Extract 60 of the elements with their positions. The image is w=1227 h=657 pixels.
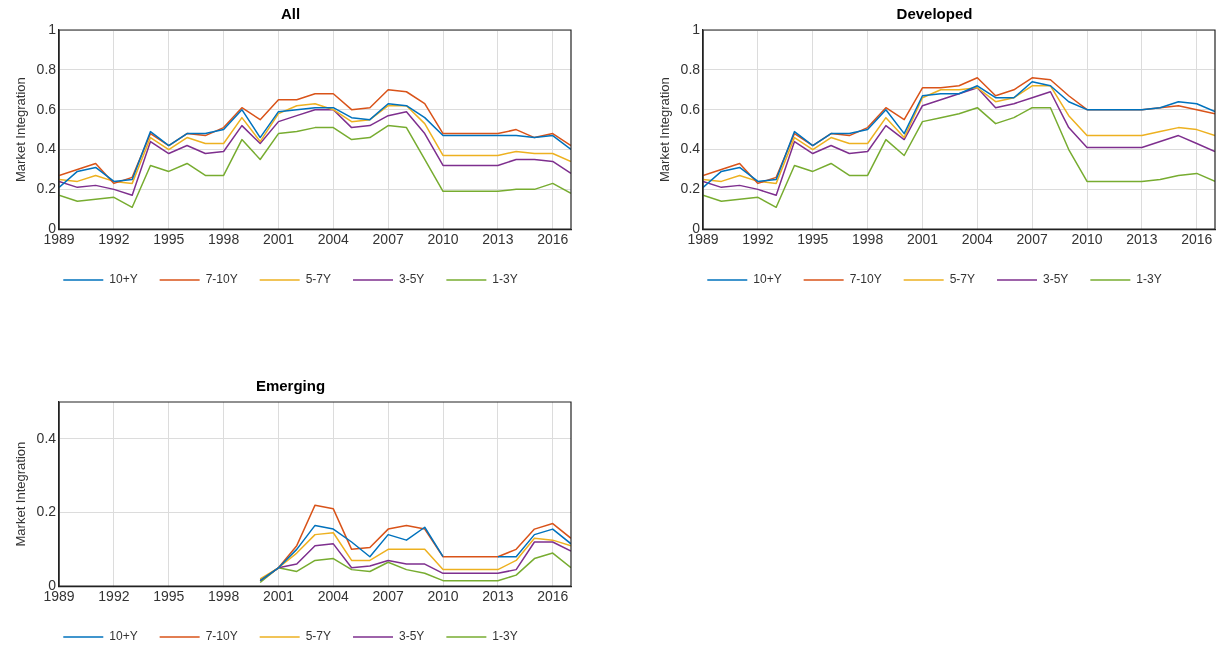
x-tick-label: 1995 [153,231,185,248]
x-tick-label: 2013 [1126,231,1158,248]
x-tick-label: 2007 [1016,231,1048,248]
x-tick-label: 2001 [906,231,939,248]
y-axis-title: Market Integration [657,77,673,182]
y-tick-label: 0.6 [680,100,701,117]
y-tick-label: 0.8 [680,60,701,77]
x-tick-label: 2007 [372,588,404,605]
x-tick-label: 2016 [537,231,569,248]
legend-label: 1-3Y [1136,272,1162,287]
y-axis-title: Market Integration [13,441,29,547]
legend-label: 3-5Y [399,272,425,287]
x-tick-label: 2001 [262,588,295,605]
chart-title: Developed [896,5,973,23]
x-tick-label: 2001 [262,231,295,248]
x-tick-label: 2016 [1181,231,1213,248]
x-tick-label: 2013 [482,588,514,605]
y-axis-title: Market Integration [13,77,29,182]
y-tick-label: 1 [692,20,701,37]
y-tick-label: 1 [48,20,57,37]
y-tick-label: 0.4 [36,429,57,446]
legend-label: 1-3Y [492,629,518,644]
x-tick-label: 2007 [372,231,404,248]
y-tick-label: 0.8 [36,60,57,77]
x-tick-label: 1992 [98,588,130,605]
x-tick-label: 2010 [427,588,459,605]
chart-title: All [280,5,301,23]
x-tick-label: 1998 [208,231,240,248]
legend-label: 3-5Y [1043,272,1069,287]
legend-label: 3-5Y [399,629,425,644]
x-tick-label: 2004 [961,231,994,248]
y-tick-label: 0.2 [36,180,57,197]
legend-label: 10+Y [753,272,782,287]
x-tick-label: 1992 [98,231,130,248]
x-tick-label: 2013 [482,231,514,248]
x-tick-label: 1992 [742,231,774,248]
x-tick-label: 2016 [537,588,569,605]
legend-label: 5-7Y [305,629,332,644]
y-tick-label: 0.4 [36,140,57,157]
x-tick-label: 2004 [317,231,350,248]
y-tick-label: 0.6 [36,100,57,117]
chart-title: Emerging [255,377,326,395]
x-tick-label: 2004 [317,588,350,605]
legend-label: 7-10Y [849,272,882,287]
x-tick-label: 2010 [1071,231,1103,248]
legend-label: 5-7Y [305,272,332,287]
legend-label: 7-10Y [205,629,238,644]
y-tick-label: 0.2 [36,503,57,520]
x-tick-label: 1998 [208,588,240,605]
y-tick-label: 0.4 [680,140,701,157]
legend-label: 1-3Y [492,272,518,287]
legend-label: 7-10Y [205,272,238,287]
x-tick-label: 1998 [852,231,884,248]
x-tick-label: 1995 [797,231,829,248]
legend-label: 10+Y [109,272,138,287]
legend-label: 5-7Y [949,272,976,287]
legend-label: 10+Y [109,629,138,644]
x-tick-label: 2010 [427,231,459,248]
x-tick-label: 1995 [153,588,185,605]
y-tick-label: 0.2 [680,180,701,197]
